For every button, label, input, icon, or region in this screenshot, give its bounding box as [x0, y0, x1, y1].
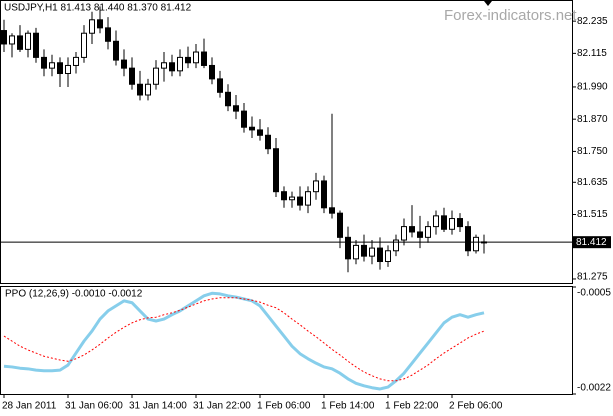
y-tick-label: 82.235 — [577, 16, 608, 27]
candle-body — [81, 32, 87, 58]
candle-body — [257, 129, 263, 136]
candle-body — [185, 56, 191, 64]
candle-body — [97, 19, 103, 29]
candle-body — [89, 19, 95, 34]
candle-body — [41, 56, 47, 69]
candle-body — [209, 64, 215, 80]
candle-body — [337, 212, 343, 238]
x-tick-label: 1 Feb 06:00 — [257, 401, 311, 412]
candle-body — [425, 226, 431, 238]
y-tick-label: 82.115 — [577, 48, 607, 59]
candle-body — [201, 51, 207, 66]
y-tick-label: 81.635 — [577, 177, 608, 188]
candle-body — [169, 62, 175, 72]
candle-body — [265, 134, 271, 150]
candle-body — [449, 218, 455, 230]
candle-body — [345, 236, 351, 260]
candle-body — [233, 105, 239, 112]
candle-body — [417, 231, 423, 238]
candle-body — [57, 62, 63, 75]
candle-body — [329, 207, 335, 214]
candle-body — [249, 126, 255, 131]
candle-body — [217, 78, 223, 93]
candle-body — [353, 244, 359, 260]
candle-body — [193, 51, 199, 64]
candle-body — [361, 244, 367, 257]
indicator-title: PPO (12,26,9) -0.0010 -0.0012 — [5, 289, 143, 300]
candle-body — [129, 67, 135, 85]
y-tick-label: 81.870 — [577, 114, 608, 125]
candle-body — [9, 35, 15, 45]
candle-body — [313, 180, 319, 193]
y-tick-label: -0.0005 — [577, 288, 611, 299]
indicator-line — [3, 297, 485, 382]
candle-body — [25, 32, 31, 50]
y-tick-label: 81.515 — [577, 209, 608, 220]
shift-marker — [484, 1, 492, 6]
candle-body — [433, 215, 439, 228]
candle-body — [281, 191, 287, 201]
candle-body — [465, 226, 471, 252]
candle-body — [177, 56, 183, 72]
x-tick-label: 28 Jan 2011 — [2, 401, 57, 412]
candle-body — [369, 247, 375, 257]
price-label: 81.412 — [576, 237, 607, 248]
candle-body — [393, 239, 399, 252]
candle-body — [377, 247, 383, 263]
y-tick-label: 81.750 — [577, 146, 608, 157]
x-tick-label: 2 Feb 06:00 — [449, 401, 503, 412]
y-tick-label: -0.0022 — [577, 383, 611, 394]
main-panel — [0, 0, 573, 284]
candle-body — [65, 64, 71, 75]
candle-body — [73, 56, 79, 66]
candle-body — [409, 226, 415, 233]
candle-body — [145, 83, 151, 96]
candle-body — [241, 110, 247, 128]
x-tick-label: 31 Jan 22:00 — [193, 401, 251, 412]
candle-body — [321, 180, 327, 209]
candle-body — [17, 35, 23, 50]
candle-body — [289, 196, 295, 201]
candle-body — [49, 62, 55, 69]
chart-title: USDJPY,H1 81.413 81.440 81.370 81.412 — [4, 3, 192, 14]
candle-body — [305, 191, 311, 206]
candle-body — [457, 218, 463, 228]
x-tick-label: 31 Jan 14:00 — [129, 401, 187, 412]
candle-body — [137, 83, 143, 96]
candle-body — [33, 32, 39, 58]
candle-body — [153, 67, 159, 85]
x-tick-label: 1 Feb 22:00 — [385, 401, 439, 412]
candle-body — [473, 236, 479, 252]
watermark: Forex-indicators.net — [444, 7, 577, 24]
candle-body — [121, 59, 127, 69]
candle-body — [273, 148, 279, 193]
price-label-box — [573, 236, 611, 249]
candle-body — [401, 226, 407, 241]
y-tick-label: 81.275 — [577, 272, 608, 283]
candle-body — [441, 215, 447, 230]
y-tick-label: 81.990 — [577, 82, 608, 93]
candle-body — [1, 30, 7, 45]
candle-body — [385, 250, 391, 263]
x-tick-label: 1 Feb 14:00 — [321, 401, 375, 412]
candle-body — [105, 27, 111, 42]
candle-body — [225, 91, 231, 107]
candle-body — [297, 196, 303, 206]
candle-body — [113, 40, 119, 61]
candle-body — [161, 62, 167, 69]
x-tick-label: 31 Jan 06:00 — [65, 401, 123, 412]
